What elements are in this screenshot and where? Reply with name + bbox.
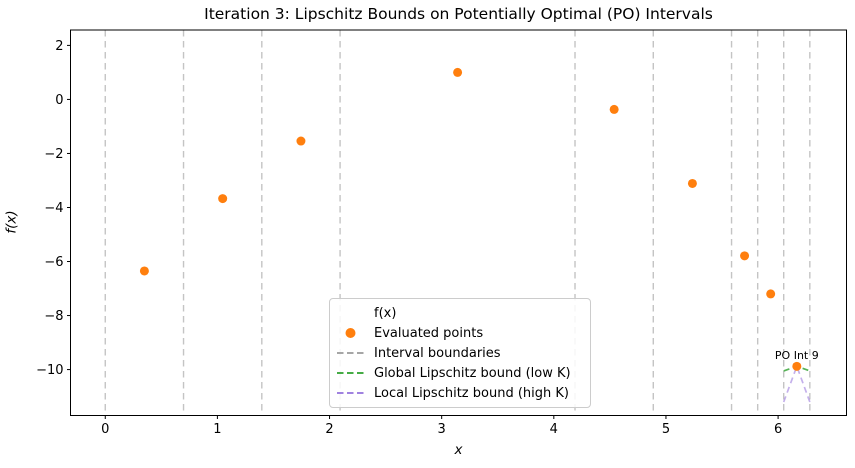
- data-point: [139, 266, 149, 276]
- legend-entry: Interval boundaries: [336, 343, 590, 363]
- legend-marker-dot-icon: [336, 323, 365, 343]
- x-axis-label: x: [454, 442, 463, 458]
- legend-dashed-line-icon: [336, 383, 365, 403]
- legend-entry-label: Evaluated points: [374, 325, 484, 341]
- x-tick-label: 5: [662, 422, 670, 437]
- y-tick-label: 0: [55, 93, 63, 108]
- data-point: [766, 289, 776, 299]
- legend-entry-label: Interval boundaries: [374, 345, 501, 361]
- data-point: [687, 178, 697, 188]
- po-interval-annotation: PO Int 9: [775, 349, 819, 362]
- plot-border: [70, 29, 847, 416]
- y-tick-label: −6: [44, 255, 63, 270]
- y-tick-label: −10: [36, 363, 63, 378]
- x-tick-label: 2: [325, 422, 333, 437]
- legend-swatch-graphic: [337, 352, 364, 354]
- data-point: [218, 194, 228, 204]
- data-point: [296, 136, 306, 146]
- y-tick-label: −8: [44, 309, 63, 324]
- legend-dashed-line-icon: [336, 343, 365, 363]
- legend-swatch-graphic: [337, 372, 364, 374]
- local-lipschitz-bound-line: [782, 363, 811, 403]
- legend: f(x) Evaluated points Interval boundaries…: [329, 298, 591, 408]
- legend-swatch-graphic: [345, 328, 356, 338]
- x-tick-label: 0: [101, 422, 109, 437]
- data-point: [740, 251, 750, 261]
- x-tick-label: 3: [438, 422, 446, 437]
- legend-entry-label: Local Lipschitz bound (high K): [374, 385, 569, 401]
- x-tick-label: 1: [213, 422, 221, 437]
- data-point: [792, 361, 802, 371]
- legend-title: f(x): [374, 306, 397, 321]
- chart-title: Iteration 3: Lipschitz Bounds on Potenti…: [204, 5, 713, 23]
- legend-swatch-graphic: [337, 392, 364, 394]
- legend-dot: [345, 328, 356, 338]
- legend-rows: Evaluated points Interval boundaries Globa…: [336, 323, 590, 403]
- legend-entry: Evaluated points: [336, 323, 590, 343]
- legend-entry: Local Lipschitz bound (high K): [336, 383, 590, 403]
- x-tick-label: 4: [550, 422, 558, 437]
- legend-dashed-line-icon: [336, 363, 365, 383]
- data-point: [453, 67, 463, 77]
- y-tick-label: −4: [44, 201, 63, 216]
- x-tick-label: 6: [774, 422, 782, 437]
- data-point: [609, 104, 619, 114]
- y-tick-label: 2: [55, 39, 63, 54]
- y-tick-label: −2: [44, 147, 63, 162]
- legend-entry: Global Lipschitz bound (low K): [336, 363, 590, 383]
- legend-entry-label: Global Lipschitz bound (low K): [374, 365, 571, 381]
